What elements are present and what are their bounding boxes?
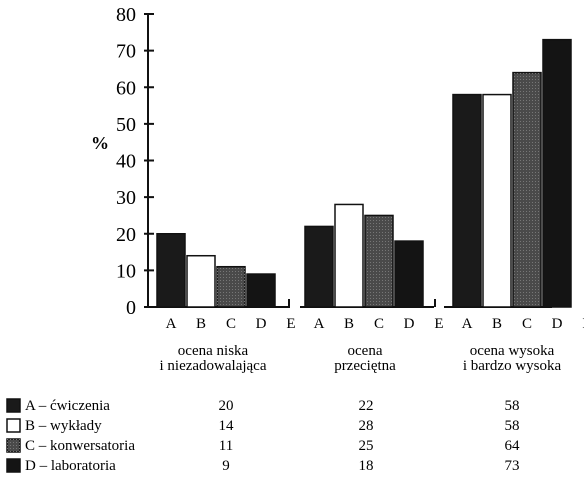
bar	[452, 93, 482, 308]
y-tick-label: 80	[116, 4, 136, 26]
x-tick-label: B	[492, 316, 502, 332]
group-label: przeciętna	[334, 358, 396, 374]
x-tick-label: E	[434, 316, 443, 332]
bar	[482, 93, 512, 308]
legend-swatch-texture	[7, 439, 20, 452]
table-cell: 20	[219, 398, 234, 414]
bar-texture	[217, 266, 245, 307]
legend-swatch	[6, 458, 21, 473]
x-tick-label: D	[256, 316, 267, 332]
bar	[186, 254, 216, 308]
y-tick-label: 70	[116, 41, 136, 63]
x-tick-label: C	[522, 316, 532, 332]
bar	[542, 38, 572, 308]
y-axis-label: %	[91, 133, 109, 153]
x-tick-label: C	[226, 316, 236, 332]
table-cell: 9	[222, 458, 230, 474]
table-cell: 58	[505, 418, 520, 434]
table-cell: 22	[359, 398, 374, 414]
legend-label: D – laboratoria	[25, 458, 116, 474]
y-tick-label: 50	[116, 114, 136, 136]
bar	[304, 225, 334, 308]
table-cell: 25	[359, 438, 374, 454]
group-label: i niezadowalająca	[159, 358, 266, 374]
bar-texture	[365, 215, 393, 307]
x-tick-label: E	[582, 316, 584, 332]
bar	[156, 233, 186, 308]
y-tick-label: 0	[126, 297, 136, 319]
table-cell: 11	[219, 438, 233, 454]
table-cell: 14	[219, 418, 235, 434]
legend-label: A – ćwiczenia	[25, 398, 110, 414]
x-tick-label: D	[552, 316, 563, 332]
y-tick-label: 20	[116, 224, 136, 246]
bar	[394, 240, 424, 308]
legend-label: C – konwersatoria	[25, 438, 135, 454]
table-cell: 18	[359, 458, 374, 474]
legend-label: B – wykłady	[25, 418, 102, 434]
group-label: ocena wysoka	[470, 343, 555, 359]
x-tick-label: C	[374, 316, 384, 332]
legend-swatch	[6, 418, 21, 433]
x-tick-label: A	[166, 316, 177, 332]
bar-texture	[513, 72, 541, 307]
table-cell: 73	[505, 458, 520, 474]
x-tick-label: D	[404, 316, 415, 332]
bar	[334, 203, 364, 308]
group-label: i bardzo wysoka	[463, 358, 562, 374]
y-tick-label: 10	[116, 260, 136, 282]
bar	[246, 273, 276, 308]
legend-swatch	[6, 398, 21, 413]
x-tick-label: B	[344, 316, 354, 332]
group-label: ocena niska	[178, 343, 249, 359]
y-tick-label: 60	[116, 77, 136, 99]
table-cell: 58	[505, 398, 520, 414]
x-tick-label: E	[286, 316, 295, 332]
y-tick-label: 30	[116, 187, 136, 209]
table-cell: 64	[505, 438, 521, 454]
y-tick-label: 40	[116, 151, 136, 173]
x-tick-label: B	[196, 316, 206, 332]
table-cell: 28	[359, 418, 374, 434]
group-label: ocena	[348, 343, 383, 359]
x-tick-label: A	[462, 316, 473, 332]
x-tick-label: A	[314, 316, 325, 332]
